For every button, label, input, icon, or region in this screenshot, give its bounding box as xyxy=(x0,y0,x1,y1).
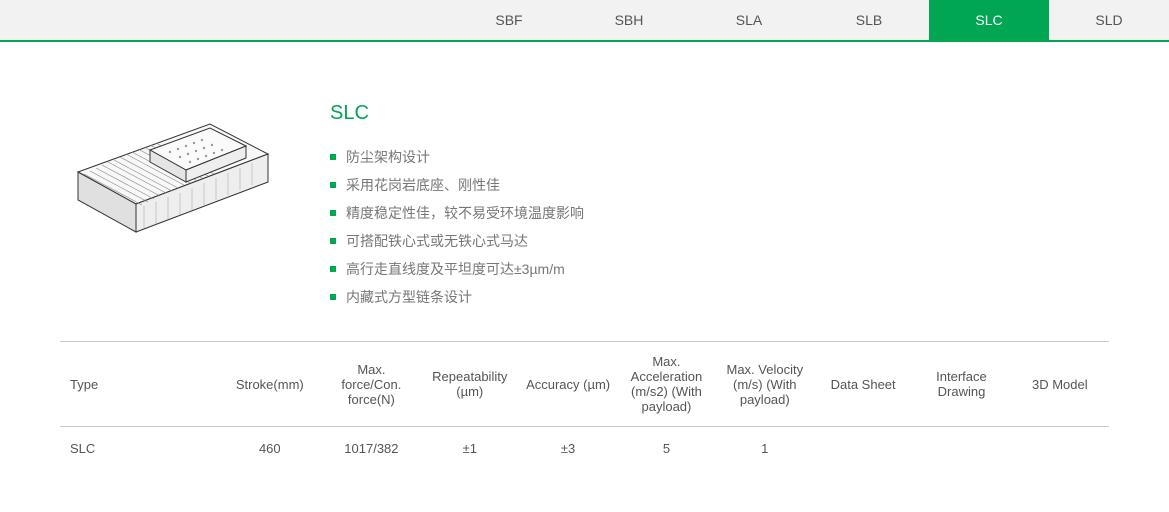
spec-header: Max. force/Con. force(N) xyxy=(322,342,420,427)
feature-item: 精度稳定性佳，较不易受环境温度影响 xyxy=(330,199,1109,227)
tab-slb[interactable]: SLB xyxy=(809,0,929,40)
tab-sla[interactable]: SLA xyxy=(689,0,809,40)
feature-item: 防尘架构设计 xyxy=(330,143,1109,171)
table-row: SLC4601017/382±1±351 xyxy=(60,427,1109,471)
tab-sld[interactable]: SLD xyxy=(1049,0,1169,40)
feature-list: 防尘架构设计采用花岗岩底座、刚性佳精度稳定性佳，较不易受环境温度影响可搭配铁心式… xyxy=(330,143,1109,311)
spec-table-container: TypeStroke(mm)Max. force/Con. force(N)Re… xyxy=(0,341,1169,490)
feature-item: 高行走直线度及平坦度可达±3µm/m xyxy=(330,255,1109,283)
spec-header: 3D Model xyxy=(1011,342,1109,427)
spec-cell xyxy=(814,427,912,471)
linear-stage-illustration xyxy=(60,102,280,252)
feature-item: 内藏式方型链条设计 xyxy=(330,283,1109,311)
spec-header: Stroke(mm) xyxy=(217,342,322,427)
tab-sbh[interactable]: SBH xyxy=(569,0,689,40)
spec-header: Interface Drawing xyxy=(912,342,1010,427)
spec-cell: SLC xyxy=(60,427,217,471)
product-image xyxy=(60,102,300,311)
spec-table: TypeStroke(mm)Max. force/Con. force(N)Re… xyxy=(60,341,1109,470)
spec-cell xyxy=(912,427,1010,471)
spec-cell: 1017/382 xyxy=(322,427,420,471)
spec-cell: ±1 xyxy=(421,427,519,471)
tab-bar: SBFSBHSLASLBSLCSLD xyxy=(0,0,1169,42)
tab-sbf[interactable]: SBF xyxy=(449,0,569,40)
spec-header: Repeatability (µm) xyxy=(421,342,519,427)
spec-header: Type xyxy=(60,342,217,427)
spec-cell xyxy=(1011,427,1109,471)
feature-item: 可搭配铁心式或无铁心式马达 xyxy=(330,227,1109,255)
spec-header: Accuracy (µm) xyxy=(519,342,617,427)
spec-header: Max. Acceleration (m/s2) (With payload) xyxy=(617,342,715,427)
spec-cell: 5 xyxy=(617,427,715,471)
spec-header: Data Sheet xyxy=(814,342,912,427)
feature-item: 采用花岗岩底座、刚性佳 xyxy=(330,171,1109,199)
product-description: SLC 防尘架构设计采用花岗岩底座、刚性佳精度稳定性佳，较不易受环境温度影响可搭… xyxy=(330,102,1109,311)
spec-header: Max. Velocity (m/s) (With payload) xyxy=(716,342,814,427)
spec-cell: 460 xyxy=(217,427,322,471)
product-content: SLC 防尘架构设计采用花岗岩底座、刚性佳精度稳定性佳，较不易受环境温度影响可搭… xyxy=(0,42,1169,341)
spec-cell: ±3 xyxy=(519,427,617,471)
spec-cell: 1 xyxy=(716,427,814,471)
product-title: SLC xyxy=(330,102,1109,125)
tab-slc[interactable]: SLC xyxy=(929,0,1049,40)
